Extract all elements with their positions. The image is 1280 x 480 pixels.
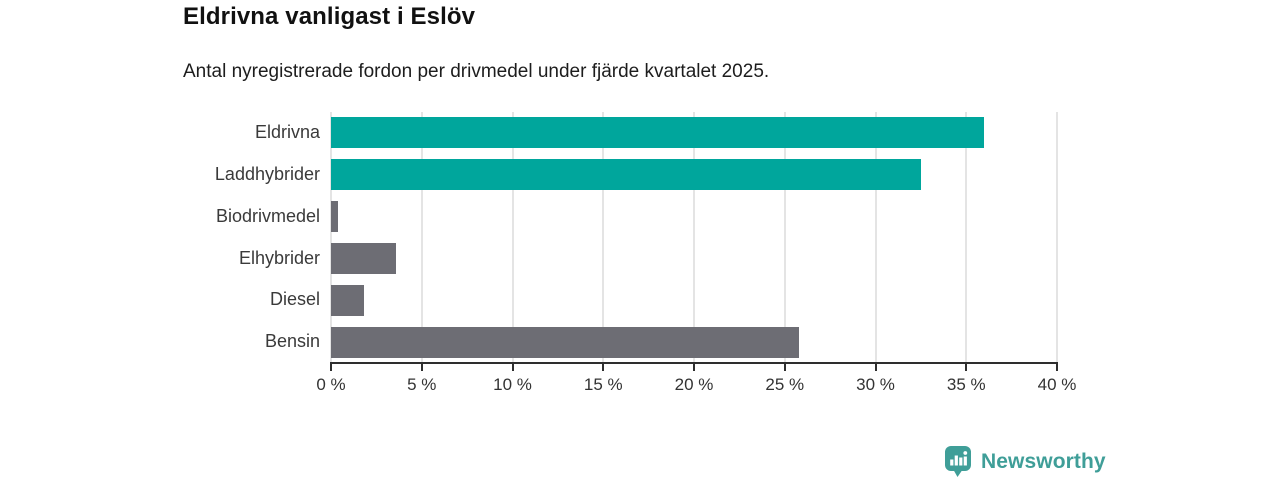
category-label-elhybrider: Elhybrider — [238, 247, 320, 268]
chart-subtitle: Antal nyregistrerade fordon per drivmede… — [183, 61, 770, 82]
x-tick-label-10: 10 % — [493, 375, 532, 394]
newsworthy-logo: Newsworthy — [944, 445, 1106, 479]
bar-diesel — [331, 284, 364, 316]
x-tick-30 — [874, 364, 877, 371]
x-tick-0 — [330, 364, 332, 371]
bar-eldrivna — [331, 117, 985, 149]
category-label-biodrivmedel: Biodrivmedel — [215, 205, 320, 226]
x-axis-line — [330, 362, 1058, 364]
gridline-15 — [602, 112, 605, 363]
x-tick-35 — [965, 364, 968, 371]
category-label-eldrivna: Eldrivna — [254, 122, 320, 142]
x-tick-label-15: 15 % — [583, 375, 623, 394]
x-tick-label-0: 0 % — [316, 375, 346, 394]
x-tick-label-30: 30 % — [856, 375, 895, 394]
gridline-20 — [693, 112, 695, 363]
x-tick-5 — [420, 364, 423, 371]
category-label-bensin: Bensin — [264, 331, 320, 352]
y-axis-labels: Eldrivna Laddhybrider Biodrivmedel Elhybrid… — [0, 112, 320, 363]
x-tick-10 — [511, 364, 514, 371]
x-tick-15 — [602, 364, 605, 371]
newsworthy-logo-text: Newsworthy — [981, 450, 1106, 473]
gridline-35 — [965, 112, 968, 363]
x-tick-label-35: 35 % — [946, 375, 986, 394]
x-tick-label-40: 40 % — [1037, 375, 1077, 394]
x-tick-label-5: 5 % — [407, 375, 437, 394]
x-tick-20 — [693, 364, 695, 371]
chart-title: Eldrivna vanligast i Eslöv — [183, 3, 476, 30]
x-tick-40 — [1056, 364, 1058, 371]
gridline-0 — [330, 112, 332, 363]
gridline-5 — [420, 112, 423, 363]
bar-elhybrider — [331, 242, 397, 274]
gridline-40 — [1056, 112, 1058, 363]
bar-laddhybrider — [331, 159, 921, 191]
x-tick-25 — [783, 364, 786, 371]
x-tick-label-25: 25 % — [765, 375, 805, 394]
category-label-diesel: Diesel — [269, 289, 320, 310]
category-label-laddhybrider: Laddhybrider — [214, 163, 320, 184]
x-axis: 0 % 5 % 10 % 15 % 20 % 25 % 30 % 35 % 40 % — [316, 362, 1076, 402]
bar-biodrivmedel — [331, 201, 339, 233]
gridline-25 — [783, 112, 786, 363]
gridline-30 — [874, 112, 877, 363]
gridline-10 — [511, 112, 514, 363]
bar-chart-badge-icon — [945, 446, 971, 477]
plot-area — [330, 112, 1058, 363]
bar-bensin — [331, 326, 800, 358]
x-tick-label-20: 20 % — [674, 375, 714, 394]
